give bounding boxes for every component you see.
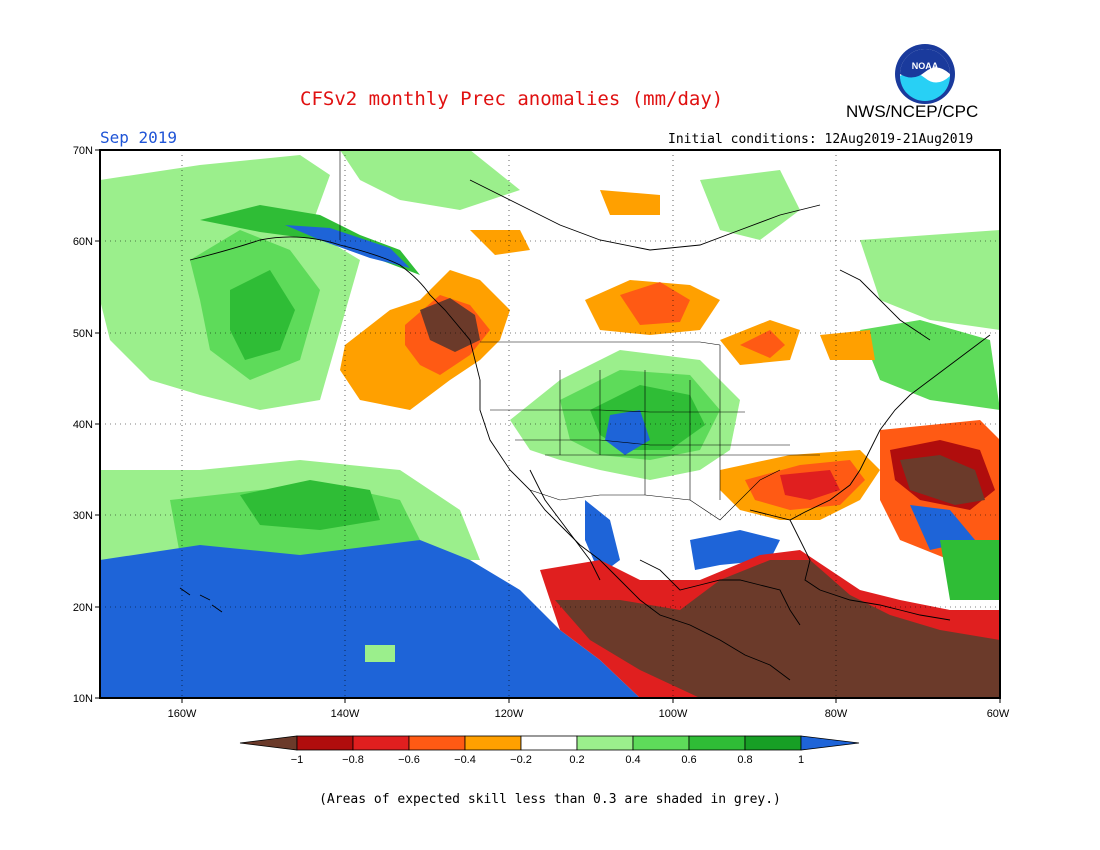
anomaly-fields bbox=[100, 150, 1000, 698]
colorbar-label: 0.8 bbox=[737, 754, 752, 766]
initial-conditions: Initial conditions: 12Aug2019-21Aug2019 bbox=[668, 132, 974, 147]
colorbar-swatch bbox=[296, 735, 354, 751]
colorbar-label: −0.2 bbox=[510, 754, 532, 766]
lat-label: 30N bbox=[73, 510, 93, 522]
skill-note: (Areas of expected skill less than 0.3 a… bbox=[319, 792, 781, 807]
colorbar-arrow-low bbox=[239, 735, 298, 751]
noaa-logo-icon: NOAA bbox=[895, 44, 955, 104]
colorbar-label: 0.2 bbox=[569, 754, 584, 766]
colorbar-label: −0.6 bbox=[398, 754, 420, 766]
lat-label: 70N bbox=[73, 145, 93, 157]
lon-label: 80W bbox=[825, 708, 848, 720]
colorbar-swatch bbox=[464, 735, 522, 751]
lon-label: 100W bbox=[659, 708, 688, 720]
colorbar-swatch bbox=[632, 735, 690, 751]
graticule bbox=[100, 150, 1000, 698]
lon-label: 120W bbox=[495, 708, 524, 720]
colorbar-label: −0.8 bbox=[342, 754, 364, 766]
chart-title: CFSv2 monthly Prec anomalies (mm/day) bbox=[300, 88, 724, 110]
lat-label: 10N bbox=[73, 693, 93, 705]
lon-label: 60W bbox=[987, 708, 1010, 720]
lat-label: 60N bbox=[73, 236, 93, 248]
lon-label: 160W bbox=[168, 708, 197, 720]
colorbar-swatch bbox=[744, 735, 802, 751]
colorbar-swatch bbox=[352, 735, 410, 751]
colorbar-label: 1 bbox=[798, 754, 804, 766]
borders bbox=[339, 150, 820, 521]
colorbar-label: −1 bbox=[291, 754, 304, 766]
lat-label: 50N bbox=[73, 328, 93, 340]
colorbar-swatch bbox=[576, 735, 634, 751]
longitude-axis: 160W 140W 120W 100W 80W 60W bbox=[168, 698, 1010, 720]
logo-text: NOAA bbox=[912, 61, 939, 71]
lon-label: 140W bbox=[331, 708, 360, 720]
organization-label: NWS/NCEP/CPC bbox=[846, 102, 979, 121]
latitude-axis: 70N 60N 50N 40N 30N 20N 10N bbox=[73, 145, 100, 705]
colorbar-arrow-high bbox=[800, 735, 860, 751]
lat-label: 20N bbox=[73, 602, 93, 614]
forecast-month: Sep 2019 bbox=[100, 128, 178, 147]
colorbar-swatch bbox=[688, 735, 746, 751]
colorbar-swatch bbox=[408, 735, 466, 751]
colorbar-swatch bbox=[520, 735, 578, 751]
lat-label: 40N bbox=[73, 419, 93, 431]
coastlines bbox=[179, 179, 991, 681]
colorbar-label: 0.6 bbox=[681, 754, 696, 766]
colorbar-label: 0.4 bbox=[625, 754, 640, 766]
colorbar-label: −0.4 bbox=[454, 754, 476, 766]
colorbar: −1 −0.8 −0.6 −0.4 −0.2 0.2 0.4 0.6 0.8 1 bbox=[239, 735, 860, 766]
